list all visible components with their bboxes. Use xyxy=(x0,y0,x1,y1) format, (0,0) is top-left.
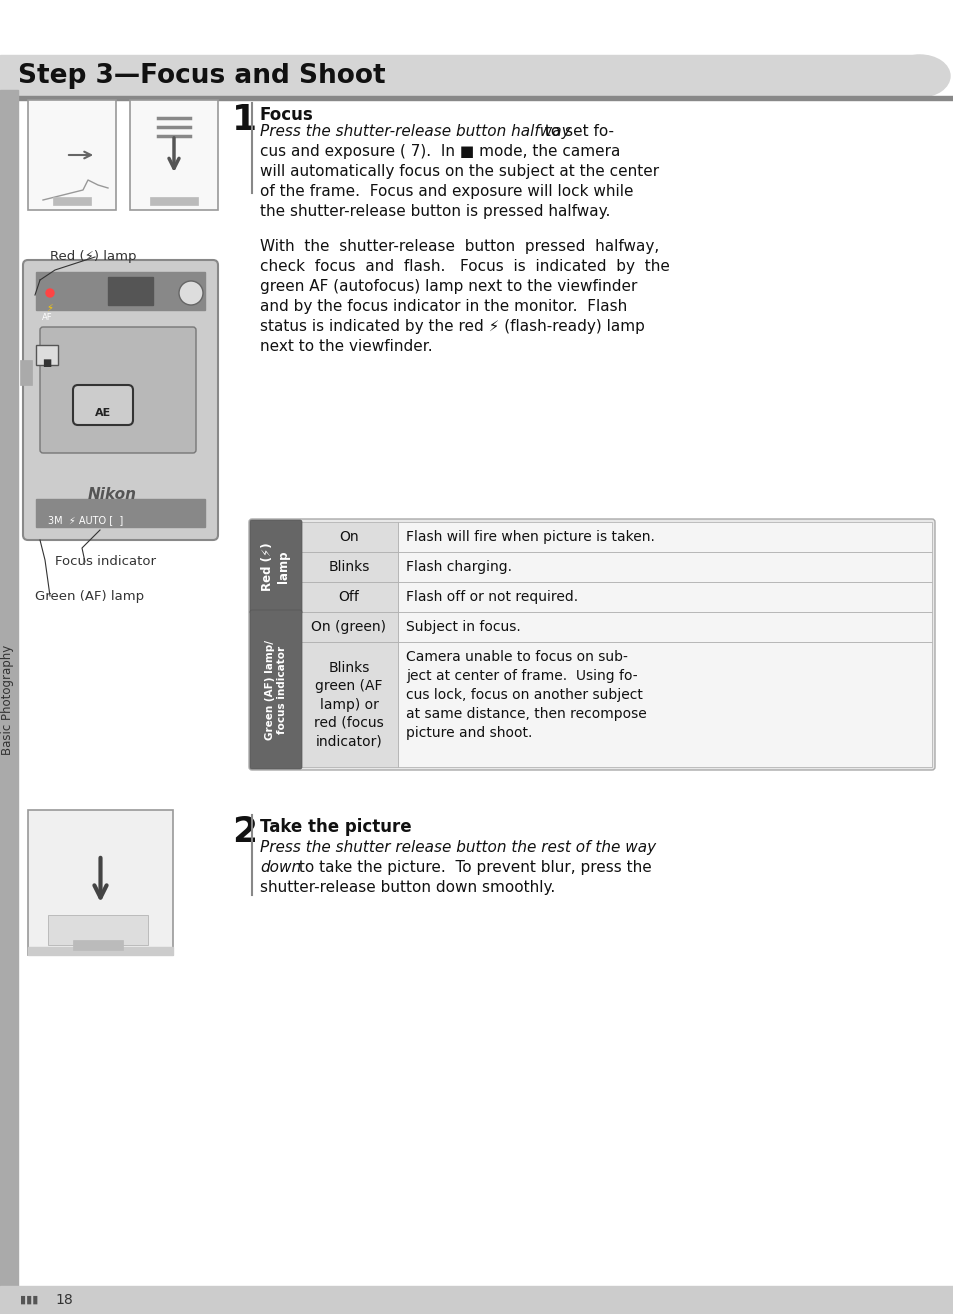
Text: to take the picture.  To prevent blur, press the: to take the picture. To prevent blur, pr… xyxy=(294,859,651,875)
Text: With  the  shutter-release  button  pressed  halfway,: With the shutter-release button pressed … xyxy=(260,239,659,254)
Text: AF: AF xyxy=(42,313,52,322)
Circle shape xyxy=(179,281,203,305)
Bar xyxy=(36,272,205,310)
Text: Flash off or not required.: Flash off or not required. xyxy=(406,590,578,604)
FancyBboxPatch shape xyxy=(250,520,302,614)
Text: Blinks: Blinks xyxy=(328,560,370,574)
Text: 2: 2 xyxy=(232,815,257,849)
Bar xyxy=(36,346,58,365)
Ellipse shape xyxy=(889,55,949,97)
Bar xyxy=(397,522,931,552)
Text: Press the shutter release button the rest of the way: Press the shutter release button the res… xyxy=(260,840,656,855)
FancyBboxPatch shape xyxy=(23,260,218,540)
Text: Off: Off xyxy=(338,590,359,604)
Text: Green (AF) lamp/
focus indicator: Green (AF) lamp/ focus indicator xyxy=(265,640,287,740)
Bar xyxy=(0,1286,953,1314)
FancyBboxPatch shape xyxy=(249,519,934,770)
Bar xyxy=(397,612,931,643)
Bar xyxy=(130,100,218,210)
Text: Step 3—Focus and Shoot: Step 3—Focus and Shoot xyxy=(18,63,385,89)
Text: cus and exposure ( 7).  In ■ mode, the camera: cus and exposure ( 7). In ■ mode, the ca… xyxy=(260,145,619,159)
Bar xyxy=(0,89,18,1290)
Text: check  focus  and  flash.   Focus  is  indicated  by  the: check focus and flash. Focus is indicate… xyxy=(260,259,669,275)
Text: Red (⚡)
lamp: Red (⚡) lamp xyxy=(261,543,291,591)
Text: status is indicated by the red ⚡ (flash-ready) lamp: status is indicated by the red ⚡ (flash-… xyxy=(260,319,644,334)
Bar xyxy=(299,552,397,582)
Bar xyxy=(28,809,172,955)
FancyBboxPatch shape xyxy=(250,610,302,769)
Text: of the frame.  Focus and exposure will lock while: of the frame. Focus and exposure will lo… xyxy=(260,184,633,198)
Text: 1: 1 xyxy=(232,102,257,137)
Text: ▮▮▮: ▮▮▮ xyxy=(20,1296,38,1305)
Text: next to the viewfinder.: next to the viewfinder. xyxy=(260,339,432,353)
Bar xyxy=(48,915,148,945)
Bar xyxy=(0,55,919,97)
Text: Nikon: Nikon xyxy=(88,487,137,502)
Text: 3M  ⚡ AUTO [  ]: 3M ⚡ AUTO [ ] xyxy=(48,515,123,526)
Bar xyxy=(28,100,116,210)
Text: Blinks
green (AF
lamp) or
red (focus
indicator): Blinks green (AF lamp) or red (focus ind… xyxy=(314,661,383,748)
Bar xyxy=(36,499,205,527)
Circle shape xyxy=(46,289,54,297)
Text: will automatically focus on the subject at the center: will automatically focus on the subject … xyxy=(260,164,659,179)
Text: to set fo-: to set fo- xyxy=(539,124,614,139)
Bar xyxy=(150,197,198,205)
Bar xyxy=(397,582,931,612)
Text: ⚡: ⚡ xyxy=(46,304,52,313)
Text: Flash charging.: Flash charging. xyxy=(406,560,512,574)
Bar xyxy=(20,360,32,385)
Text: the shutter-release button is pressed halfway.: the shutter-release button is pressed ha… xyxy=(260,204,610,219)
Bar xyxy=(108,277,152,305)
Bar xyxy=(397,643,931,767)
Bar xyxy=(53,197,91,205)
Bar xyxy=(397,552,931,582)
FancyBboxPatch shape xyxy=(40,327,195,453)
Bar xyxy=(73,940,123,950)
Text: Focus: Focus xyxy=(260,106,314,124)
Bar xyxy=(299,612,397,643)
Text: 18: 18 xyxy=(55,1293,72,1307)
Text: green AF (autofocus) lamp next to the viewfinder: green AF (autofocus) lamp next to the vi… xyxy=(260,279,637,294)
Text: On: On xyxy=(339,530,358,544)
Text: down: down xyxy=(260,859,301,875)
Text: Press the shutter-release button halfway: Press the shutter-release button halfway xyxy=(260,124,570,139)
FancyBboxPatch shape xyxy=(73,385,132,424)
Bar xyxy=(0,96,953,100)
Text: Green (AF) lamp: Green (AF) lamp xyxy=(35,590,144,603)
Text: AE: AE xyxy=(94,409,111,418)
Text: Red (⚡) lamp: Red (⚡) lamp xyxy=(50,250,136,263)
Text: Take the picture: Take the picture xyxy=(260,819,411,836)
Bar xyxy=(299,582,397,612)
Bar xyxy=(299,643,397,767)
Text: Camera unable to focus on sub-
ject at center of frame.  Using fo-
cus lock, foc: Camera unable to focus on sub- ject at c… xyxy=(406,650,646,740)
Text: Flash will fire when picture is taken.: Flash will fire when picture is taken. xyxy=(406,530,654,544)
Text: shutter-release button down smoothly.: shutter-release button down smoothly. xyxy=(260,880,555,895)
Text: Focus indicator: Focus indicator xyxy=(55,555,156,568)
Text: and by the focus indicator in the monitor.  Flash: and by the focus indicator in the monito… xyxy=(260,300,626,314)
Bar xyxy=(28,947,172,955)
Text: Subject in focus.: Subject in focus. xyxy=(406,620,520,633)
Text: ■: ■ xyxy=(42,357,51,368)
Text: Basic Photography: Basic Photography xyxy=(2,645,14,756)
Bar xyxy=(299,522,397,552)
Text: On (green): On (green) xyxy=(312,620,386,633)
